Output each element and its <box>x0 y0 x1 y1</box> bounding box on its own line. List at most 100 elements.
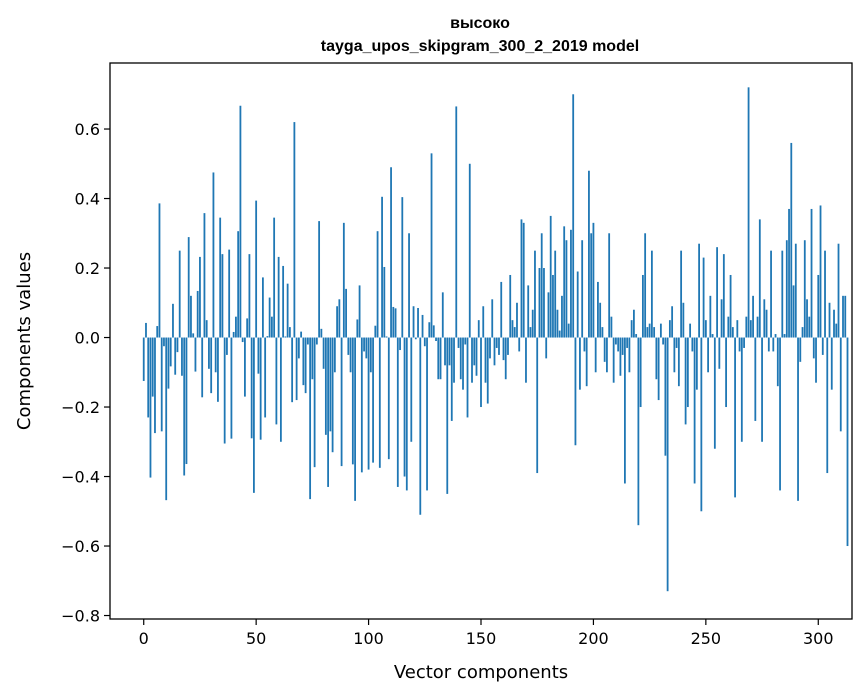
bar <box>453 337 455 383</box>
bar <box>147 337 150 418</box>
x-tick-label: 300 <box>803 629 834 648</box>
x-tick-label: 250 <box>691 629 722 648</box>
bar <box>525 337 527 383</box>
bar <box>585 337 588 387</box>
bar <box>529 327 532 338</box>
bar <box>500 281 503 338</box>
bar <box>190 295 192 338</box>
bar <box>392 306 395 338</box>
bar <box>633 309 635 338</box>
bar <box>682 302 685 338</box>
bar <box>639 337 642 408</box>
bar <box>266 336 269 338</box>
bar <box>410 337 413 442</box>
bar <box>421 314 424 338</box>
bar <box>552 274 554 338</box>
bar <box>145 322 147 338</box>
bar <box>727 316 730 338</box>
bar <box>423 337 426 347</box>
bar <box>747 87 750 338</box>
bar <box>677 337 680 387</box>
bar <box>322 337 325 369</box>
bar <box>606 337 608 373</box>
bar <box>630 320 633 338</box>
bar <box>264 337 267 418</box>
bar <box>673 337 676 373</box>
bar <box>279 337 282 442</box>
bar <box>169 337 172 367</box>
bar <box>722 254 725 338</box>
bar <box>641 274 644 338</box>
bar <box>540 233 543 338</box>
bar <box>419 337 422 515</box>
bar <box>527 285 530 338</box>
bar <box>237 231 240 338</box>
bar <box>801 327 804 338</box>
bar <box>601 327 604 338</box>
bar <box>414 337 417 340</box>
bar <box>565 240 568 338</box>
bar <box>293 122 296 338</box>
y-tick-label: −0.4 <box>61 468 100 487</box>
bar <box>504 337 507 380</box>
bar <box>394 308 397 338</box>
bar <box>333 337 336 373</box>
bar <box>396 337 399 487</box>
bar <box>534 250 536 338</box>
bar <box>704 320 707 338</box>
bar <box>574 337 577 446</box>
bar <box>441 292 444 338</box>
bar <box>749 320 752 338</box>
bar <box>740 337 743 442</box>
bar <box>788 208 790 338</box>
bar <box>331 337 334 453</box>
bar <box>408 233 410 338</box>
bar <box>837 243 840 338</box>
bar <box>311 337 314 380</box>
bar <box>597 281 599 338</box>
bar <box>336 306 338 338</box>
bar <box>403 337 406 477</box>
bar <box>275 337 278 425</box>
bar <box>363 337 365 352</box>
bar <box>655 337 658 380</box>
bar <box>518 337 521 352</box>
bar <box>203 213 206 338</box>
bar <box>648 323 651 338</box>
bar <box>718 337 721 369</box>
bar <box>549 215 552 338</box>
bar <box>558 330 561 338</box>
bar <box>774 334 777 338</box>
bar <box>754 337 757 421</box>
bar <box>212 172 215 338</box>
bar <box>340 337 343 467</box>
x-axis-ticks: 0 50 100 150 200 250 300 <box>139 619 834 648</box>
bar <box>522 222 525 338</box>
bar <box>713 337 716 449</box>
bar <box>455 106 458 338</box>
bar <box>758 219 761 338</box>
bar <box>174 337 177 375</box>
bar <box>781 250 784 338</box>
bar <box>367 337 370 470</box>
bar <box>590 233 593 338</box>
bar <box>516 302 518 338</box>
bar <box>839 337 842 432</box>
bar <box>783 334 786 338</box>
bar <box>842 295 844 338</box>
bar <box>226 337 228 355</box>
bar <box>650 250 653 338</box>
bar <box>545 337 548 359</box>
bar <box>547 292 550 338</box>
bar <box>342 222 345 338</box>
bar <box>142 337 145 381</box>
bar <box>385 336 388 338</box>
bar <box>345 288 347 338</box>
bar <box>277 256 280 338</box>
bar <box>707 337 709 373</box>
bar <box>273 217 276 338</box>
bar <box>448 337 451 366</box>
bar <box>763 299 766 338</box>
bar <box>617 337 620 352</box>
